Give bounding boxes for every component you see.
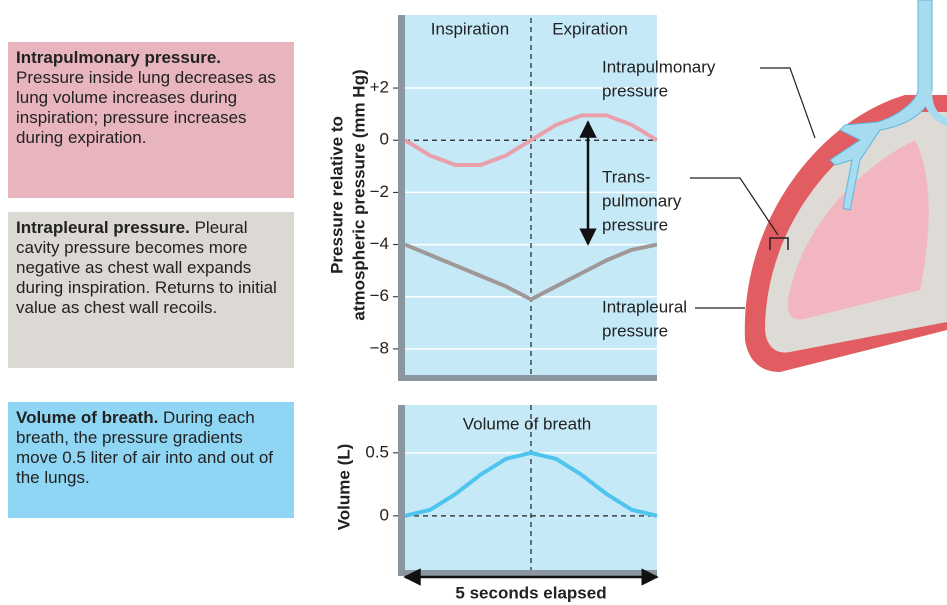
data-line [403, 113, 659, 167]
data-line [404, 450, 658, 518]
panel-title: Volume of breath. [16, 408, 159, 427]
annotation: pulmonary [602, 191, 682, 210]
annotation: Intrapulmonary [602, 57, 716, 76]
annotation: Expiration [552, 19, 628, 38]
panel-body: During each breath, the pressure gradien… [16, 408, 274, 487]
y-tick-label: 0.5 [365, 442, 389, 461]
annotation: Inspiration [431, 19, 509, 38]
y-axis-label: Pressure relative to [327, 116, 346, 274]
y-tick-label: −2 [370, 182, 389, 201]
panel-body: Pressure inside lung decreases as lung v… [16, 68, 276, 147]
y-axis-label: atmospheric pressure (mm Hg) [349, 69, 368, 320]
y-tick-label: 0 [380, 505, 389, 524]
y-axis-label: Volume (L) [334, 444, 353, 531]
y-tick-label: −4 [370, 234, 389, 253]
annotation: pressure [602, 215, 668, 234]
info-panel: Volume of breath. During each breath, th… [8, 402, 294, 518]
annotation: Intrapleural [602, 297, 687, 316]
annotation: Trans- [602, 167, 651, 186]
annotation: pressure [602, 321, 668, 340]
annotation: pressure [602, 81, 668, 100]
y-tick-label: 0 [380, 130, 389, 149]
panel-title: Intrapulmonary pressure. [16, 48, 222, 67]
data-line [404, 242, 658, 302]
lung-illustration [744, 0, 947, 372]
panel-title: Intrapleural pressure. [16, 218, 190, 237]
info-panel: Intrapleural pressure. Pleural cavity pr… [8, 212, 294, 368]
x-axis-label: 5 seconds elapsed [455, 583, 606, 602]
y-tick-label: −8 [370, 338, 389, 357]
y-tick-label: −6 [370, 286, 389, 305]
panel-body: Pleural cavity pressure becomes more neg… [16, 218, 277, 317]
annotation: Volume of breath [463, 414, 592, 433]
info-panel: Intrapulmonary pressure. Pressure inside… [8, 42, 294, 198]
y-tick-label: +2 [370, 78, 389, 97]
